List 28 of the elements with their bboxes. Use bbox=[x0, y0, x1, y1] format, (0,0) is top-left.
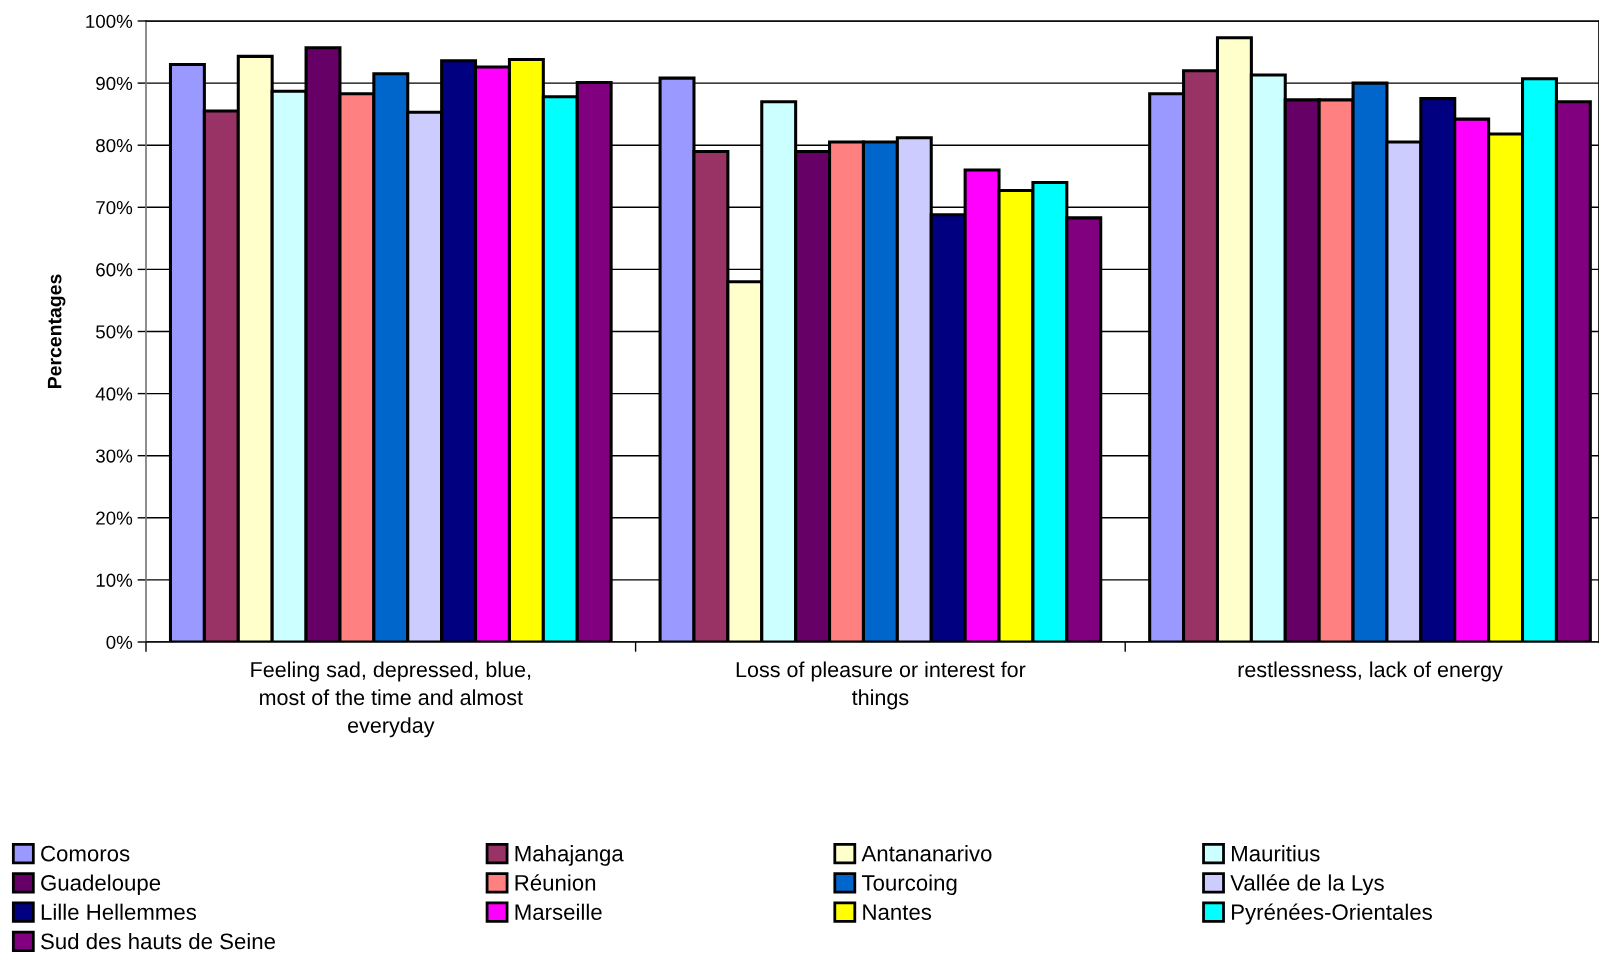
y-tick-label: 70% bbox=[96, 201, 133, 215]
legend-label: Nantes bbox=[863, 904, 932, 920]
y-tick-label: 10% bbox=[96, 573, 133, 587]
y-tick-label: 100% bbox=[86, 14, 133, 28]
x-tick-label: Feeling sad, depressed, blue, most of the time and almost everyday bbox=[251, 661, 531, 738]
y-tick-label: 20% bbox=[96, 511, 133, 525]
y-tick-label: 80% bbox=[96, 138, 133, 153]
y-tick-label: 90% bbox=[96, 76, 133, 91]
legend-label: Pyrénées-Orientales bbox=[1232, 903, 1432, 925]
legend-label: Comoros bbox=[41, 845, 130, 862]
y-axis-title: Percentages bbox=[47, 274, 66, 389]
legend-label: Marseille bbox=[515, 903, 602, 920]
legend-label: Lille Hellemmes bbox=[41, 903, 197, 920]
y-tick-label: 40% bbox=[95, 387, 133, 401]
legend-label: Tourcoing bbox=[861, 874, 957, 896]
y-tick-label: 0% bbox=[106, 635, 133, 649]
x-tick-label: Loss of pleasure or interest for things bbox=[736, 661, 1026, 710]
y-tick-label: 60% bbox=[96, 263, 133, 277]
legend-label: Guadeloupe bbox=[41, 874, 161, 896]
legend-label: Antananarivo bbox=[861, 845, 992, 862]
y-tick-label: 30% bbox=[95, 449, 133, 463]
legend-label: Sud des hauts de Seine bbox=[41, 932, 275, 950]
legend-label: Mauritius bbox=[1232, 845, 1320, 862]
y-tick-label: 50% bbox=[96, 325, 133, 339]
x-tick-label: restlessness, lack of energy bbox=[1238, 661, 1503, 682]
legend-label: Réunion bbox=[515, 874, 596, 891]
legend-label: Vallée de la Lys bbox=[1230, 874, 1384, 896]
legend-label: Mahajanga bbox=[515, 845, 624, 866]
